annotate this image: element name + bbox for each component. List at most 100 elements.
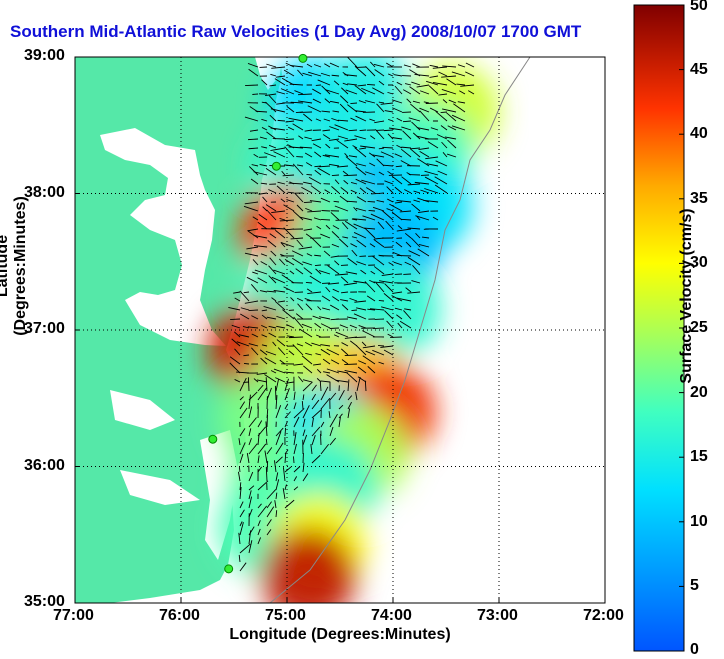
velocity-arrow	[286, 199, 295, 203]
velocity-arrow	[444, 136, 457, 140]
velocity-arrow	[288, 146, 304, 149]
velocity-arrow	[320, 348, 331, 356]
velocity-arrow	[321, 110, 331, 113]
velocity-arrow	[240, 307, 250, 311]
velocity-arrow	[298, 376, 304, 383]
velocity-arrow	[380, 102, 394, 105]
velocity-arrow	[288, 117, 304, 122]
velocity-arrow	[339, 324, 349, 329]
velocity-arrow	[333, 80, 340, 86]
velocity-arrow	[248, 485, 255, 491]
x-axis-label: Longitude (Degrees:Minutes)	[229, 626, 451, 643]
velocity-arrow	[302, 473, 309, 482]
velocity-arrow	[351, 309, 358, 312]
velocity-arrow	[343, 180, 349, 185]
velocity-arrow	[331, 117, 340, 122]
velocity-arrow	[407, 227, 421, 230]
velocity-arrow	[335, 379, 349, 383]
velocity-arrow	[322, 134, 331, 140]
velocity-arrow	[437, 170, 448, 176]
velocity-arrow	[257, 277, 268, 284]
velocity-arrow	[341, 87, 349, 95]
velocity-arrow	[384, 310, 394, 320]
velocity-arrow	[378, 300, 385, 302]
velocity-arrow	[352, 145, 358, 149]
velocity-arrow	[286, 106, 295, 113]
velocity-arrow	[302, 261, 313, 266]
bay-inlet	[110, 390, 175, 430]
velocity-arrow	[264, 357, 277, 365]
velocity-arrow	[266, 489, 277, 500]
velocity-arrow	[432, 66, 448, 69]
velocity-arrow	[384, 110, 394, 113]
velocity-arrow	[331, 243, 340, 248]
velocity-arrow	[378, 80, 385, 86]
velocity-arrow	[355, 391, 358, 401]
velocity-arrow	[246, 276, 259, 284]
velocity-arrow	[308, 176, 322, 185]
velocity-arrow	[280, 242, 295, 248]
velocity-arrow	[432, 216, 439, 221]
velocity-arrow	[239, 482, 242, 491]
velocity-arrow	[268, 189, 277, 194]
velocity-arrow	[239, 486, 242, 500]
velocity-arrow	[387, 333, 394, 338]
y-axis-label: Latitude (Degrees:Minutes)	[0, 196, 29, 336]
velocity-arrow	[342, 82, 349, 86]
colorbar-tick-label: 10	[690, 512, 708, 530]
velocity-arrow	[362, 355, 376, 365]
velocity-arrow	[289, 270, 295, 275]
velocity-arrow	[425, 156, 439, 160]
velocity-arrow	[344, 363, 358, 366]
velocity-arrow	[274, 78, 286, 86]
velocity-arrow	[270, 127, 286, 131]
velocity-arrow	[402, 89, 412, 95]
velocity-arrow	[384, 283, 394, 293]
velocity-arrow	[298, 100, 313, 104]
velocity-arrow	[354, 147, 367, 158]
velocity-arrow	[442, 108, 457, 113]
velocity-arrow	[301, 355, 313, 365]
velocity-arrow	[266, 506, 275, 518]
velocity-arrow	[350, 102, 358, 105]
velocity-arrow	[420, 189, 430, 194]
velocity-arrow	[312, 88, 322, 95]
velocity-arrow	[337, 135, 349, 140]
velocity-arrow	[350, 181, 358, 185]
velocity-arrow	[457, 101, 466, 104]
velocity-arrow	[376, 103, 385, 113]
velocity-arrow	[385, 220, 394, 230]
velocity-arrow	[371, 192, 385, 195]
velocity-arrow	[337, 119, 349, 122]
velocity-arrow	[411, 203, 421, 212]
velocity-arrow	[302, 462, 305, 473]
velocity-arrow	[386, 62, 394, 68]
velocity-arrow	[465, 71, 475, 77]
velocity-arrow	[239, 521, 243, 527]
velocity-arrow	[243, 363, 250, 365]
velocity-arrow	[244, 252, 259, 257]
velocity-arrow	[456, 83, 466, 86]
velocity-arrow	[370, 135, 376, 140]
velocity-arrow	[388, 262, 394, 266]
colorbar-tick-label: 50	[690, 0, 708, 14]
velocity-arrow	[414, 74, 430, 77]
velocity-arrow	[368, 209, 376, 212]
velocity-arrow	[293, 443, 297, 455]
velocity-arrow	[304, 136, 313, 140]
velocity-arrow	[453, 103, 466, 113]
velocity-arrow	[298, 246, 313, 250]
velocity-arrow	[308, 71, 322, 77]
velocity-arrow	[347, 408, 351, 419]
velocity-arrow	[270, 147, 286, 151]
velocity-arrow	[296, 343, 304, 347]
velocity-arrow	[332, 288, 340, 293]
velocity-arrow	[369, 279, 376, 284]
velocity-arrow	[413, 190, 421, 194]
station-marker	[271, 161, 281, 171]
velocity-arrow	[314, 322, 322, 329]
velocity-arrow	[248, 540, 253, 554]
velocity-arrow	[357, 84, 367, 87]
velocity-arrow	[446, 112, 457, 122]
velocity-arrow	[369, 308, 385, 311]
